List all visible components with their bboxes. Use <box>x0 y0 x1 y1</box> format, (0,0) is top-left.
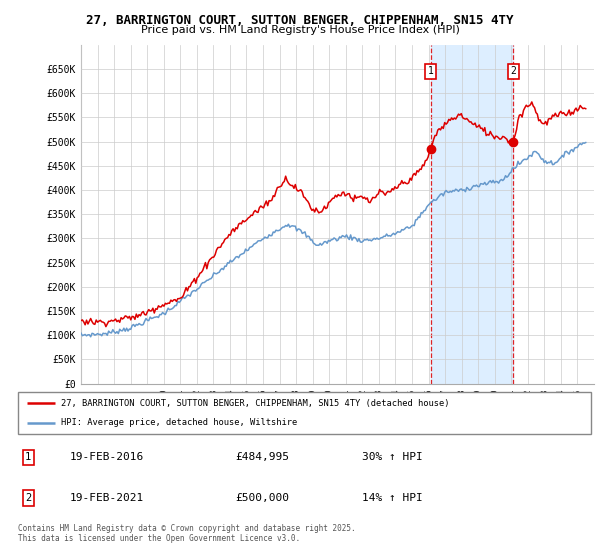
Text: 19-FEB-2016: 19-FEB-2016 <box>70 452 144 463</box>
Text: 2: 2 <box>25 493 31 503</box>
Text: 19-FEB-2021: 19-FEB-2021 <box>70 493 144 503</box>
Text: 1: 1 <box>428 67 434 76</box>
Text: 30% ↑ HPI: 30% ↑ HPI <box>362 452 422 463</box>
Text: £500,000: £500,000 <box>236 493 290 503</box>
Text: 27, BARRINGTON COURT, SUTTON BENGER, CHIPPENHAM, SN15 4TY (detached house): 27, BARRINGTON COURT, SUTTON BENGER, CHI… <box>61 399 449 408</box>
Bar <box>431 45 514 384</box>
Text: Contains HM Land Registry data © Crown copyright and database right 2025.
This d: Contains HM Land Registry data © Crown c… <box>18 524 356 543</box>
Text: 14% ↑ HPI: 14% ↑ HPI <box>362 493 422 503</box>
Text: Price paid vs. HM Land Registry's House Price Index (HPI): Price paid vs. HM Land Registry's House … <box>140 25 460 35</box>
Text: HPI: Average price, detached house, Wiltshire: HPI: Average price, detached house, Wilt… <box>61 418 297 427</box>
Text: 1: 1 <box>25 452 31 463</box>
Text: £484,995: £484,995 <box>236 452 290 463</box>
Text: 2: 2 <box>511 67 517 76</box>
Text: 27, BARRINGTON COURT, SUTTON BENGER, CHIPPENHAM, SN15 4TY: 27, BARRINGTON COURT, SUTTON BENGER, CHI… <box>86 14 514 27</box>
